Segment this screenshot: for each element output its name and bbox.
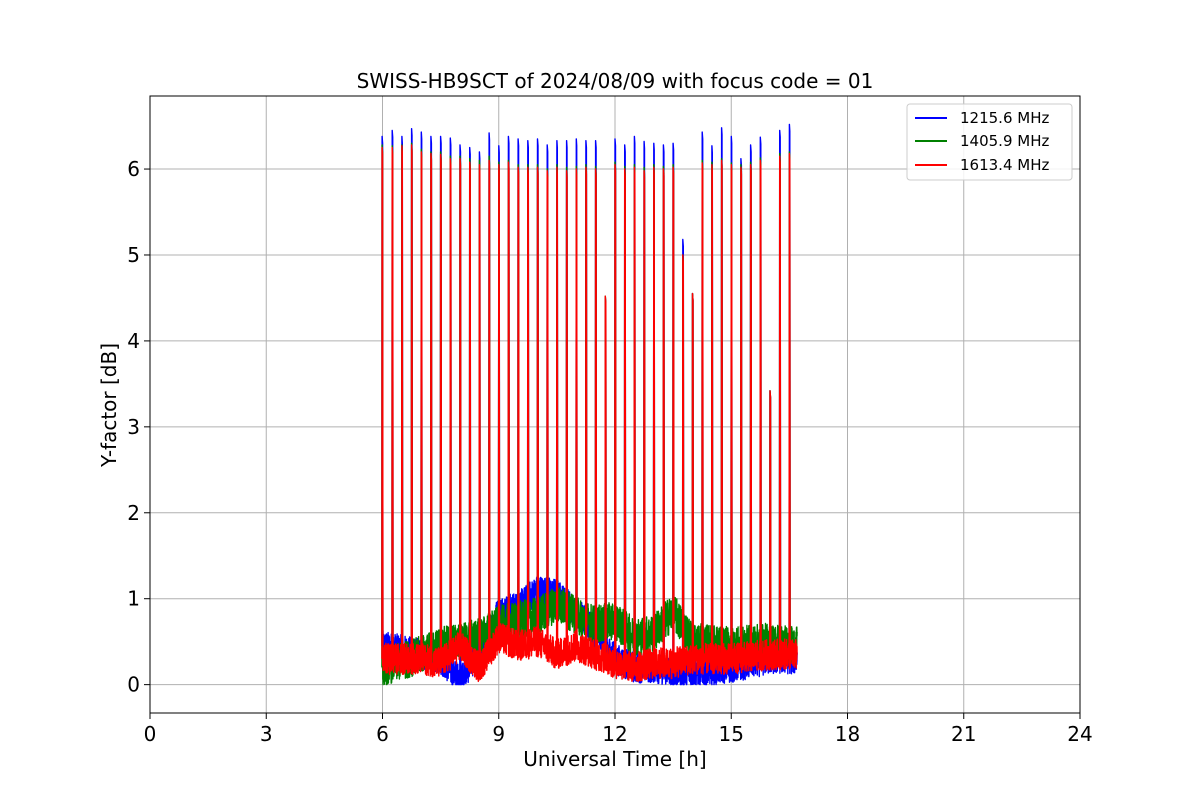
y-tick-label: 1 (127, 587, 140, 611)
series-line-1613-4-mhz (381, 144, 798, 683)
y-tick-label: 6 (127, 157, 140, 181)
legend-label-1215: 1215.6 MHz (960, 109, 1049, 127)
x-tick-label: 18 (835, 722, 860, 746)
x-tick-label: 15 (719, 722, 744, 746)
legend-label-1405: 1405.9 MHz (960, 132, 1049, 150)
plot-lines (381, 123, 798, 686)
y-tick-label: 2 (127, 501, 140, 525)
x-tick-label: 3 (260, 722, 273, 746)
y-tick-label: 0 (127, 673, 140, 697)
x-tick-label: 21 (951, 722, 976, 746)
legend-label-1613: 1613.4 MHz (960, 156, 1049, 174)
y-tick-label: 5 (127, 243, 140, 267)
x-axis-label: Universal Time [h] (523, 747, 706, 771)
x-tick-label: 12 (602, 722, 627, 746)
y-tick-label: 4 (127, 329, 140, 353)
legend: 1215.6 MHz 1405.9 MHz 1613.4 MHz (906, 103, 1073, 181)
legend-box (906, 103, 1073, 181)
y-tick-label: 3 (127, 415, 140, 439)
x-tick-label: 9 (492, 722, 505, 746)
x-tick-label: 24 (1067, 722, 1092, 746)
x-tick-label: 6 (376, 722, 389, 746)
x-tick-label: 0 (144, 722, 157, 746)
chart-title: SWISS-HB9SCT of 2024/08/09 with focus co… (357, 69, 874, 93)
y-axis-label: Y-factor [dB] (97, 343, 121, 468)
